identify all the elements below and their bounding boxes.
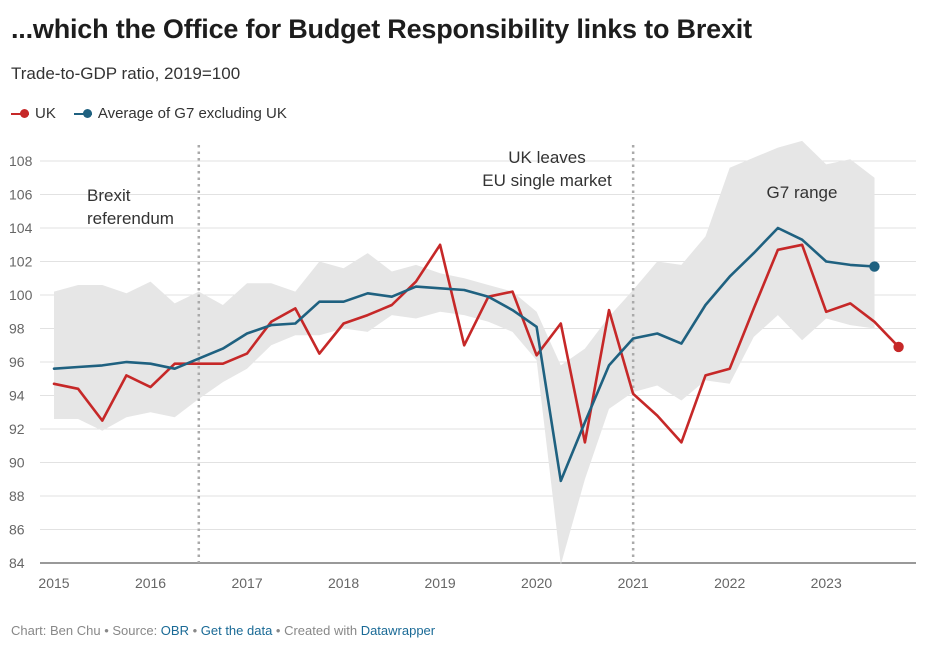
legend-label-uk: UK bbox=[35, 105, 56, 122]
legend-swatch-g7 bbox=[73, 108, 92, 120]
y-tick-label: 104 bbox=[9, 220, 33, 236]
footer-credit: Chart: Ben Chu • Source: bbox=[11, 623, 161, 638]
x-tick-label: 2023 bbox=[811, 575, 842, 591]
x-tick-label: 2018 bbox=[328, 575, 359, 591]
x-tick-label: 2021 bbox=[618, 575, 649, 591]
annotation-label: UK leaves bbox=[508, 148, 585, 167]
legend-swatch-uk bbox=[11, 108, 29, 120]
uk-line bbox=[52, 243, 900, 444]
g7-average-line-end-point bbox=[869, 261, 880, 272]
chart-title: ...which the Office for Budget Responsib… bbox=[11, 14, 752, 44]
y-tick-label: 108 bbox=[9, 153, 33, 169]
annotation-label: EU single market bbox=[482, 171, 612, 190]
x-tick-label: 2017 bbox=[231, 575, 262, 591]
y-tick-label: 96 bbox=[9, 354, 25, 370]
y-tick-label: 106 bbox=[9, 187, 33, 203]
x-tick-label: 2020 bbox=[521, 575, 552, 591]
x-tick-label: 2015 bbox=[38, 575, 69, 591]
footer-sep: • bbox=[188, 623, 201, 638]
annotation-label: G7 range bbox=[767, 183, 838, 202]
x-tick-label: 2022 bbox=[714, 575, 745, 591]
chart-subtitle: Trade-to-GDP ratio, 2019=100 bbox=[11, 64, 241, 83]
legend-item-g7[interactable]: Average of G7 excluding UK bbox=[73, 105, 287, 122]
annotation-label: Brexit bbox=[87, 186, 131, 205]
y-tick-label: 100 bbox=[9, 287, 33, 303]
g7-range-band bbox=[54, 140, 875, 565]
y-tick-label: 102 bbox=[9, 254, 33, 270]
legend-label-g7: Average of G7 excluding UK bbox=[97, 105, 287, 122]
x-tick-label: 2016 bbox=[135, 575, 166, 591]
y-tick-label: 84 bbox=[9, 555, 25, 571]
y-tick-label: 98 bbox=[9, 321, 25, 337]
y-tick-label: 88 bbox=[9, 488, 25, 504]
legend-item-uk[interactable]: UK bbox=[11, 105, 56, 122]
legend: UK Average of G7 excluding UK bbox=[11, 105, 287, 122]
y-tick-label: 90 bbox=[9, 455, 25, 471]
get-data-link[interactable]: Get the data bbox=[200, 623, 273, 638]
y-tick-label: 92 bbox=[9, 421, 25, 437]
annotation-label: referendum bbox=[87, 209, 174, 228]
y-tick-label: 94 bbox=[9, 388, 25, 404]
x-tick-label: 2019 bbox=[425, 575, 456, 591]
source-link[interactable]: OBR bbox=[160, 623, 189, 638]
footer-created: • Created with bbox=[272, 623, 361, 638]
chart-footer: Chart: Ben Chu • Source: OBR • Get the d… bbox=[11, 623, 435, 638]
g7-average-line bbox=[52, 226, 876, 483]
uk-line-end-point bbox=[893, 341, 904, 353]
y-tick-label: 86 bbox=[9, 522, 25, 538]
datawrapper-link[interactable]: Datawrapper bbox=[360, 623, 436, 638]
